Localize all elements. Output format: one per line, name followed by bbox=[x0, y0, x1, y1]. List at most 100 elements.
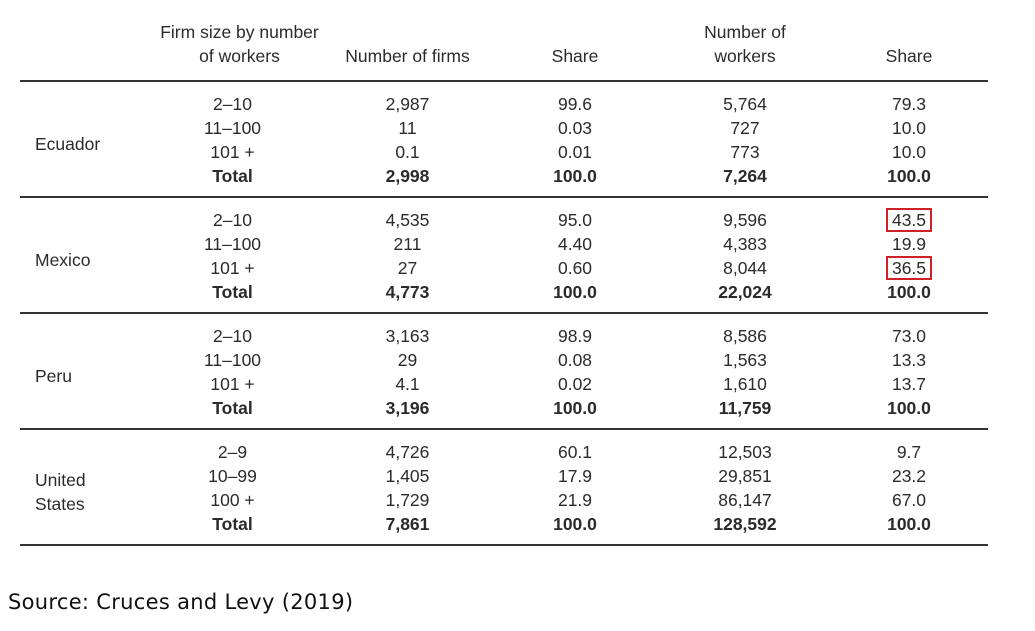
header-number-of-firms: Number of firms bbox=[345, 46, 470, 66]
firm-share-cell: 100.0 bbox=[553, 398, 597, 418]
worker-share-cell: 73.0 bbox=[891, 326, 927, 346]
number-of-workers-cell: 12,503 bbox=[718, 442, 772, 462]
number-of-firms-cell: 3,163 bbox=[385, 326, 430, 346]
worker-share-cell: 13.3 bbox=[891, 350, 927, 370]
firm-size-cell: 101 + bbox=[210, 258, 255, 278]
table-row: 10–99 1,405 17.9 29,851 23.2 bbox=[20, 464, 988, 488]
table-row: Total 4,773 100.0 22,024 100.0 bbox=[20, 280, 988, 313]
country-group-mexico: Mexico 2–10 4,535 95.0 9,596 43.5 11–100 211 4.4… bbox=[20, 197, 988, 313]
worker-share-cell: 10.0 bbox=[891, 118, 927, 138]
header-number-of-workers: Number of workers bbox=[704, 22, 786, 66]
number-of-workers-cell: 8,044 bbox=[723, 258, 767, 278]
number-of-workers-cell: 86,147 bbox=[718, 490, 772, 510]
worker-share-cell: 13.7 bbox=[891, 374, 927, 394]
number-of-workers-cell: 11,759 bbox=[718, 398, 772, 418]
firm-size-cell: Total bbox=[212, 282, 253, 302]
worker-share-cell: 100.0 bbox=[887, 514, 931, 534]
firm-share-cell: 0.02 bbox=[557, 374, 593, 394]
firm-share-cell: 100.0 bbox=[553, 282, 597, 302]
table-header: Firm size by number of workers Number of… bbox=[20, 20, 988, 81]
firm-size-cell: 2–10 bbox=[213, 94, 252, 114]
number-of-firms-cell: 27 bbox=[397, 258, 418, 278]
number-of-workers-cell: 29,851 bbox=[718, 466, 772, 486]
firm-share-cell: 0.01 bbox=[557, 142, 593, 162]
table-row: Mexico 2–10 4,535 95.0 9,596 43.5 bbox=[20, 197, 988, 270]
worker-share-cell: 100.0 bbox=[887, 282, 931, 302]
firm-size-table: Firm size by number of workers Number of… bbox=[20, 20, 988, 546]
firm-size-cell: 10–99 bbox=[208, 466, 257, 486]
firm-share-cell: 99.6 bbox=[557, 94, 593, 114]
firm-size-cell: Total bbox=[212, 166, 253, 186]
table-row: 101 + 27 0.60 8,044 36.5 bbox=[20, 256, 988, 280]
header-share-workers: Share bbox=[885, 46, 933, 66]
number-of-workers-cell: 7,264 bbox=[723, 166, 767, 186]
firm-share-cell: 0.03 bbox=[557, 118, 593, 138]
country-group-ecuador: Ecuador 2–10 2,987 99.6 5,764 79.3 11–100 11 0.0… bbox=[20, 81, 988, 197]
number-of-workers-cell: 727 bbox=[730, 118, 760, 138]
worker-share-cell: 67.0 bbox=[891, 490, 927, 510]
firm-size-cell: Total bbox=[212, 514, 253, 534]
table-row: United States 2–9 4,726 60.1 12,503 9.7 bbox=[20, 429, 988, 514]
firm-share-cell: 4.40 bbox=[557, 234, 593, 254]
table-row: 11–100 29 0.08 1,563 13.3 bbox=[20, 348, 988, 372]
firm-share-cell: 17.9 bbox=[557, 466, 593, 486]
firm-share-cell: 98.9 bbox=[557, 326, 593, 346]
worker-share-cell: 100.0 bbox=[887, 398, 931, 418]
number-of-workers-cell: 5,764 bbox=[723, 94, 767, 114]
number-of-workers-cell: 128,592 bbox=[713, 514, 777, 534]
number-of-workers-cell: 8,586 bbox=[723, 326, 767, 346]
number-of-workers-cell: 1,563 bbox=[723, 350, 767, 370]
number-of-firms-cell: 4,773 bbox=[385, 282, 430, 302]
number-of-firms-cell: 7,861 bbox=[385, 514, 430, 534]
table-row: Total 7,861 100.0 128,592 100.0 bbox=[20, 512, 988, 545]
firm-size-table-container: Firm size by number of workers Number of… bbox=[20, 20, 988, 546]
header-share-firms: Share bbox=[551, 46, 599, 66]
highlighted-value: 43.5 bbox=[885, 208, 933, 232]
firm-share-cell: 95.0 bbox=[557, 210, 593, 230]
firm-size-cell: 11–100 bbox=[203, 350, 262, 370]
number-of-firms-cell: 0.1 bbox=[395, 142, 420, 162]
number-of-firms-cell: 4,726 bbox=[385, 442, 430, 462]
firm-size-cell: 2–10 bbox=[213, 326, 252, 346]
country-group-united-states: United States 2–9 4,726 60.1 12,503 9.7 10–99 1… bbox=[20, 429, 988, 545]
firm-share-cell: 100.0 bbox=[553, 514, 597, 534]
header-firm-size: Firm size by number of workers bbox=[160, 22, 319, 66]
country-label: Mexico bbox=[35, 250, 91, 270]
country-label: Peru bbox=[35, 366, 72, 386]
worker-share-cell: 79.3 bbox=[891, 94, 927, 114]
table-row: 11–100 211 4.40 4,383 19.9 bbox=[20, 232, 988, 256]
firm-size-cell: 2–10 bbox=[213, 210, 252, 230]
firm-share-cell: 0.08 bbox=[557, 350, 593, 370]
highlighted-value: 36.5 bbox=[885, 256, 933, 280]
firm-size-cell: 2–9 bbox=[217, 442, 248, 462]
source-note: Source: Cruces and Levy (2019) bbox=[8, 590, 354, 614]
table-row: 101 + 4.1 0.02 1,610 13.7 bbox=[20, 372, 988, 396]
number-of-firms-cell: 29 bbox=[397, 350, 418, 370]
worker-share-cell: 36.5 bbox=[830, 256, 988, 280]
worker-share-cell: 23.2 bbox=[891, 466, 927, 486]
firm-share-cell: 60.1 bbox=[557, 442, 593, 462]
number-of-firms-cell: 2,998 bbox=[385, 166, 430, 186]
number-of-firms-cell: 1,405 bbox=[385, 466, 430, 486]
number-of-firms-cell: 11 bbox=[398, 118, 417, 138]
table-row: Total 2,998 100.0 7,264 100.0 bbox=[20, 164, 988, 197]
number-of-firms-cell: 1,729 bbox=[385, 490, 430, 510]
number-of-workers-cell: 22,024 bbox=[718, 282, 772, 302]
number-of-workers-cell: 1,610 bbox=[723, 374, 767, 394]
number-of-firms-cell: 211 bbox=[393, 234, 422, 254]
table-row: Total 3,196 100.0 11,759 100.0 bbox=[20, 396, 988, 429]
firm-size-cell: 100 + bbox=[210, 490, 255, 510]
number-of-firms-cell: 4,535 bbox=[385, 210, 430, 230]
country-label: United States bbox=[35, 470, 86, 514]
firm-size-cell: 11–100 bbox=[203, 118, 262, 138]
table-row: 101 + 0.1 0.01 773 10.0 bbox=[20, 140, 988, 164]
country-group-peru: Peru 2–10 3,163 98.9 8,586 73.0 11–100 29 0.08 1,… bbox=[20, 313, 988, 429]
firm-size-cell: 101 + bbox=[210, 142, 255, 162]
firm-share-cell: 21.9 bbox=[557, 490, 593, 510]
number-of-workers-cell: 773 bbox=[730, 142, 760, 162]
number-of-workers-cell: 9,596 bbox=[723, 210, 767, 230]
firm-share-cell: 100.0 bbox=[553, 166, 597, 186]
firm-size-cell: Total bbox=[212, 398, 253, 418]
number-of-workers-cell: 4,383 bbox=[723, 234, 767, 254]
worker-share-cell: 19.9 bbox=[891, 234, 927, 254]
